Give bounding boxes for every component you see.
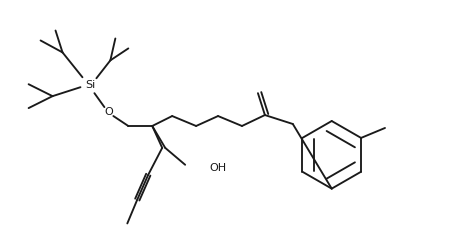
Text: OH: OH — [209, 163, 226, 173]
Text: O: O — [104, 107, 113, 117]
Text: Si: Si — [85, 80, 96, 90]
